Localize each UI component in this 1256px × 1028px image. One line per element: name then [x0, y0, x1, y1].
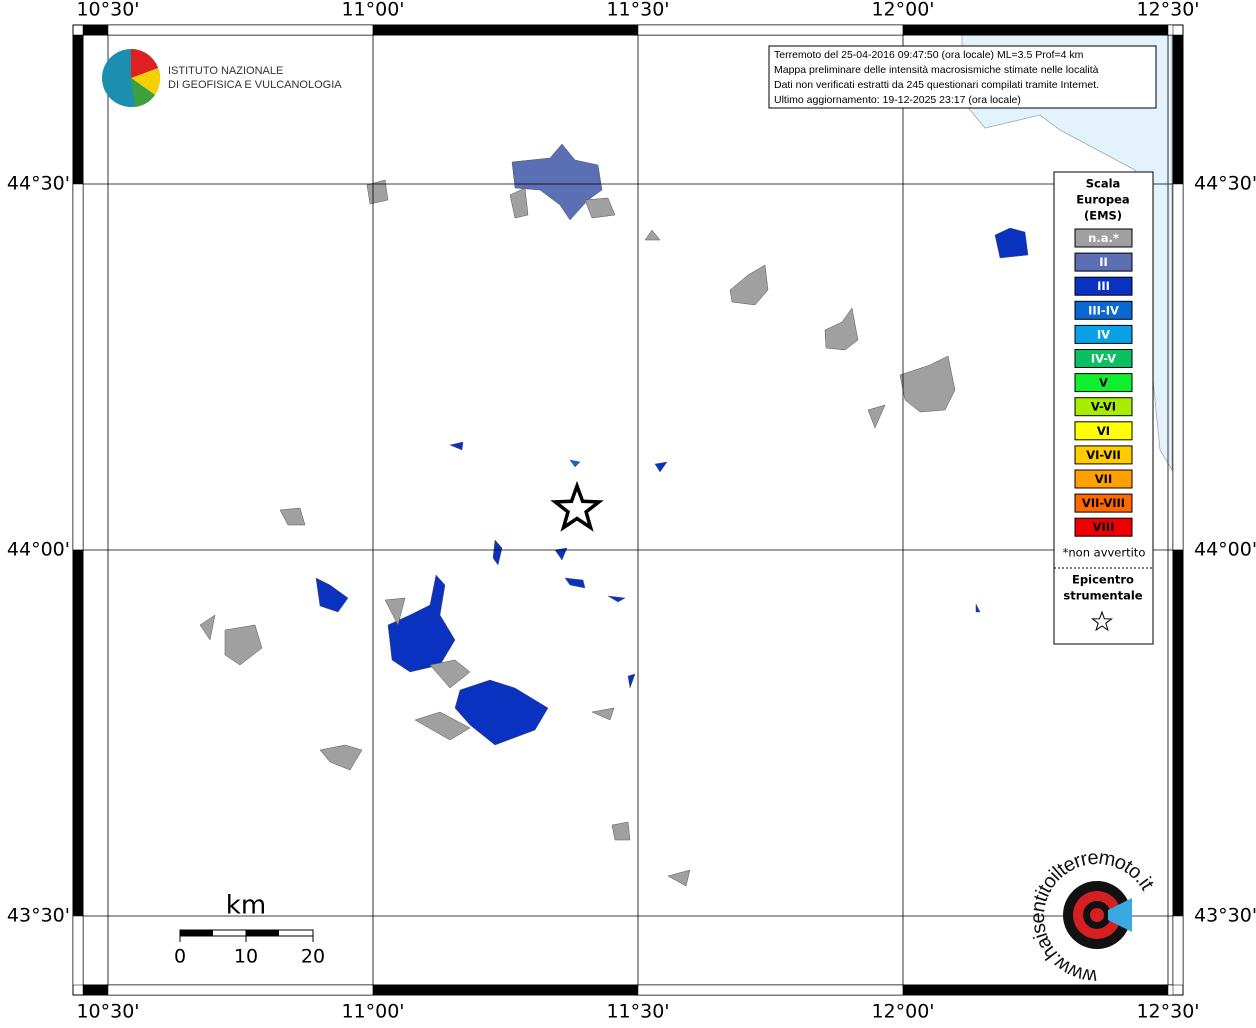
legend-label: III: [1097, 279, 1110, 293]
frame: 10°30' 10°30' 11°00' 11°00' 11°30' 11°30' 12°0…: [7, 0, 1256, 1023]
legend-epicenter-title: strumentale: [1063, 589, 1142, 603]
legend-swatch: [1074, 421, 1133, 441]
border-band: [1172, 915, 1184, 986]
info-box: Terremoto del 25-04-2016 09:47:50 (ora l…: [768, 45, 1157, 109]
lon-tick-label: 11°00': [341, 1001, 404, 1023]
lon-tick-label: 12°30': [1136, 1001, 1199, 1023]
border-band: [1172, 34, 1184, 185]
logo-text: ISTITUTO NAZIONALE: [168, 65, 283, 77]
legend-title: (EMS): [1084, 209, 1122, 223]
border-band: [107, 984, 374, 996]
border-band: [1167, 24, 1174, 36]
lon-tick-label: 12°00': [871, 1001, 934, 1023]
legend-swatch: [1074, 445, 1133, 465]
legend-label: n.a.*: [1088, 231, 1119, 245]
border-band: [637, 24, 904, 36]
map-area: [199, 34, 1173, 887]
legend-title: Europea: [1076, 193, 1129, 207]
legend-label: VII-VIII: [1082, 496, 1125, 510]
border-band: [1172, 549, 1184, 917]
legend-label: III-IV: [1088, 303, 1119, 317]
border-band: [72, 183, 84, 551]
legend-swatch: [1074, 252, 1133, 272]
logo-part: [131, 49, 158, 78]
scale-segment: [246, 930, 279, 936]
legend-label: VII: [1095, 472, 1112, 486]
legend-label: VIII: [1093, 520, 1115, 534]
border-band: [372, 24, 639, 36]
lat-tick-label: 44°30': [1194, 173, 1256, 195]
scale-label: 20: [301, 946, 325, 968]
legend-label: IV-V: [1091, 352, 1116, 366]
legend-title: Scala: [1086, 177, 1121, 191]
legend-swatch: [1074, 493, 1133, 513]
lon-tick-label: 11°30': [606, 0, 669, 21]
scale-label: 0: [174, 946, 186, 968]
lon-tick-label: 12°00': [871, 0, 934, 21]
border-band: [82, 984, 109, 996]
lat-tick-label: 44°00': [1194, 539, 1256, 561]
lon-tick-label: 10°30': [76, 1001, 139, 1023]
legend-star: [1091, 610, 1113, 632]
legend-label: IV: [1097, 327, 1110, 341]
scale-unit: km: [226, 891, 266, 921]
municipalities: [199, 143, 1029, 887]
legend-label: V-VI: [1091, 400, 1116, 414]
info-line: Terremoto del 25-04-2016 09:47:50 (ora l…: [774, 49, 1084, 61]
info-line: Mappa preliminare delle intensità macros…: [774, 64, 1099, 76]
border-band: [72, 549, 84, 917]
border-band: [902, 984, 1169, 996]
legend-note: *non avvertito: [1063, 546, 1146, 560]
legend-swatch: [1074, 276, 1133, 296]
ingv-logo: ISTITUTO NAZIONALE DI GEOFISICA E VULCAN…: [102, 49, 342, 107]
legend: Scala Europea (EMS) n.a.*IIIIIIII-IVIVIV…: [1053, 171, 1154, 645]
info-line: Dati non verificati estratti da 245 ques…: [774, 79, 1099, 91]
scale-segment: [180, 930, 213, 936]
legend-label: VI-VII: [1086, 448, 1121, 462]
border-band: [372, 984, 639, 996]
scale-bar: km 0 10 20: [174, 891, 325, 968]
logo-part: [131, 78, 155, 107]
logo-text: DI GEOFISICA E VULCANOLOGIA: [168, 79, 342, 91]
legend-swatch: [1074, 300, 1133, 320]
border-band: [1172, 183, 1184, 551]
logo-ring: [1090, 908, 1104, 922]
border-band: [637, 984, 904, 996]
legend-label: VI: [1097, 424, 1110, 438]
lon-tick-label: 10°30': [76, 0, 139, 21]
lat-tick-label: 44°30': [7, 173, 70, 195]
info-line: Ultimo aggiornamento: 19-12-2025 23:17 (…: [774, 94, 1021, 106]
lat-tick-label: 43°30': [1194, 905, 1256, 927]
border-band: [82, 24, 109, 36]
lat-tick-label: 44°00': [7, 539, 70, 561]
legend-swatch: [1074, 469, 1133, 489]
legend-swatch: [1074, 349, 1133, 368]
border-band: [72, 34, 84, 185]
legend-swatch: [1074, 228, 1133, 248]
border-band: [1167, 984, 1174, 996]
lon-tick-label: 11°30': [606, 1001, 669, 1023]
border-band: [902, 24, 1169, 36]
epicenter: [550, 480, 604, 532]
border-band: [107, 24, 374, 36]
scale-label: 10: [234, 946, 258, 968]
legend-swatch: [1074, 324, 1133, 344]
lat-tick-label: 43°30': [7, 905, 70, 927]
info-box-border: [768, 45, 1157, 109]
legend-label: V: [1099, 376, 1108, 390]
legend-swatch: [1074, 397, 1133, 417]
lon-tick-label: 11°00': [341, 0, 404, 21]
legend-epicenter-title: Epicentro: [1072, 573, 1134, 587]
lon-tick-label: 12°30': [1136, 0, 1199, 21]
legend-swatch: [1074, 373, 1133, 393]
legend-items: n.a.*IIIIIIII-IVIVIV-VVV-VIVIVI-VIIVIIVI…: [1074, 228, 1133, 537]
logo-speaker: [1108, 898, 1132, 932]
border-band: [72, 915, 84, 986]
legend-label: II: [1099, 255, 1108, 269]
logo-part: [131, 68, 161, 95]
legend-swatch: [1074, 517, 1133, 537]
